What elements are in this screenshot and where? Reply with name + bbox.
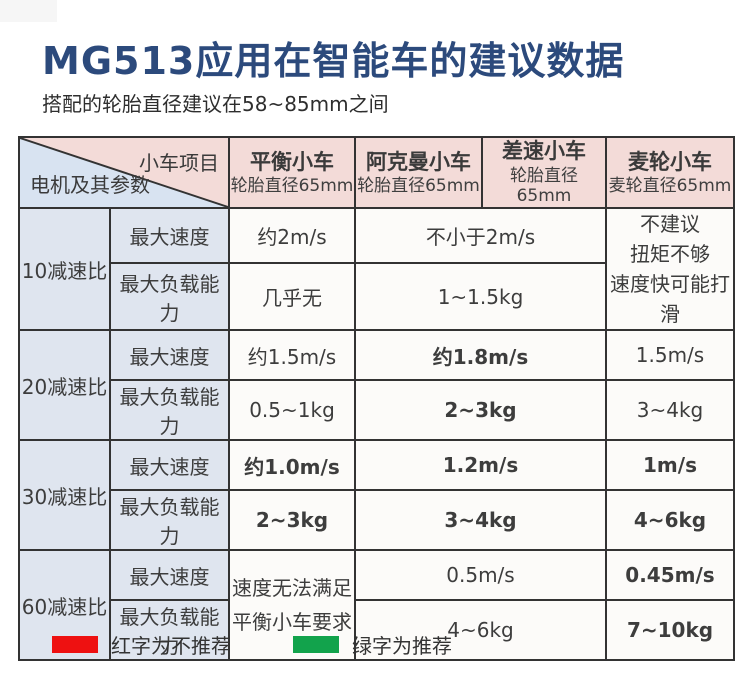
cell-20-speed-balance: 约1.5m/s xyxy=(228,329,356,381)
legend-label: 红字为不推荐 xyxy=(111,634,231,658)
header-row: 小车项目 电机及其参数 平衡小车 轮胎直径65mm 阿克曼小车 轮胎直径65mm… xyxy=(18,136,735,209)
column-name: 阿克曼小车 xyxy=(366,149,471,174)
row-60-speed: 60减速比 最大速度 速度无法满足 平衡小车要求 0.5m/s 0.45m/s xyxy=(18,549,735,661)
cell-30-load-ackermann-differential: 3~4kg xyxy=(354,489,607,551)
cell-30-speed-balance: 约1.0m/s xyxy=(228,439,356,491)
cell-20-speed-mecanum: 1.5m/s xyxy=(605,329,735,381)
row-10-load: 最大负载能力 几乎无 1~1.5kg xyxy=(19,262,734,331)
corner-artifact xyxy=(0,0,57,22)
note-line: 不建议 xyxy=(640,212,700,236)
param-label-speed: 最大速度 xyxy=(109,329,230,381)
legend-item-green: 绿字为推荐 xyxy=(293,630,452,659)
cell-20-load-ackermann-differential: 2~3kg xyxy=(354,379,607,441)
note-line: 平衡小车要求 xyxy=(232,610,352,634)
param-label-speed: 最大速度 xyxy=(109,549,230,601)
column-header-differential-car: 差速小车 轮胎直径65mm xyxy=(481,136,607,209)
column-header-balance-car: 平衡小车 轮胎直径65mm xyxy=(228,136,356,209)
cell-30-load-mecanum: 4~6kg xyxy=(605,489,735,551)
red-swatch-icon xyxy=(52,636,98,653)
cell-20-load-mecanum: 3~4kg xyxy=(605,379,735,441)
param-label-load: 最大负载能力 xyxy=(109,599,230,661)
column-header-ackermann-car: 阿克曼小车 轮胎直径65mm xyxy=(354,136,483,209)
param-label-load: 最大负载能力 xyxy=(109,489,230,551)
group-label-10: 10减速比 xyxy=(18,207,111,331)
note-line: 速度无法满足 xyxy=(232,576,352,600)
param-label-speed: 最大速度 xyxy=(109,439,230,491)
cell-60-speed-mecanum: 0.45m/s xyxy=(605,549,735,601)
param-label-speed: 最大速度 xyxy=(109,206,230,265)
column-name: 麦轮小车 xyxy=(628,149,712,174)
group-label-30: 30减速比 xyxy=(18,439,111,551)
cell-10-speed-balance: 约2m/s xyxy=(228,206,356,265)
legend-item-red: 红字为不推荐 xyxy=(52,630,231,659)
param-label-load: 最大负载能力 xyxy=(109,379,230,441)
cell-60-load-mecanum: 7~10kg xyxy=(605,599,735,661)
diagonal-split-graphic xyxy=(21,139,227,206)
row-30-speed: 30减速比 最大速度 约1.0m/s 1.2m/s 1m/s xyxy=(18,439,735,551)
legend: 红字为不推荐 绿字为推荐 xyxy=(52,630,452,659)
column-subtitle: 麦轮直径65mm xyxy=(608,175,732,196)
group-label-20: 20减速比 xyxy=(18,329,111,441)
note-line: 速度快可能打滑 xyxy=(610,272,730,326)
row-30-load: 最大负载能力 2~3kg 3~4kg 4~6kg xyxy=(19,489,735,551)
cell-10-load-ackermann-differential: 1~1.5kg xyxy=(354,262,607,331)
cell-10-speed-ackermann-differential: 不小于2m/s xyxy=(354,206,607,265)
cell-60-speed-ackermann-differential: 0.5m/s xyxy=(354,549,607,601)
column-header-mecanum-car: 麦轮小车 麦轮直径65mm xyxy=(605,136,735,209)
cell-60-load-ackermann-differential: 4~6kg xyxy=(354,599,607,661)
cell-20-speed-ackermann-differential: 约1.8m/s xyxy=(354,329,607,381)
row-10-speed: 10减速比 最大速度 约2m/s 不小于2m/s 不建议 扭矩不够 速度快可能打… xyxy=(18,206,735,331)
column-name: 平衡小车 xyxy=(250,149,334,174)
row-60-load: 最大负载能力 4~6kg 7~10kg xyxy=(19,599,735,661)
cell-30-speed-mecanum: 1m/s xyxy=(605,439,735,491)
spec-table: 小车项目 电机及其参数 平衡小车 轮胎直径65mm 阿克曼小车 轮胎直径65mm… xyxy=(18,136,735,661)
page-title: MG513应用在智能车的建议数据 xyxy=(42,39,625,83)
column-subtitle: 轮胎直径65mm xyxy=(510,165,578,207)
cell-20-load-balance: 0.5~1kg xyxy=(228,379,356,441)
column-subtitle: 轮胎直径65mm xyxy=(357,175,480,196)
param-label-load: 最大负载能力 xyxy=(109,262,230,331)
row-20-speed: 20减速比 最大速度 约1.5m/s 约1.8m/s 1.5m/s xyxy=(18,329,735,441)
corner-cell: 小车项目 电机及其参数 xyxy=(18,136,230,209)
note-line: 扭矩不够 xyxy=(630,242,710,266)
legend-label: 绿字为推荐 xyxy=(352,634,452,658)
corner-label-motor-params: 电机及其参数 xyxy=(30,173,150,197)
cell-30-load-balance: 2~3kg xyxy=(228,489,356,551)
column-name: 差速小车 xyxy=(502,139,586,164)
cell-10-mecanum-note: 不建议 扭矩不够 速度快可能打滑 xyxy=(605,207,735,331)
corner-label-projects: 小车项目 xyxy=(139,151,219,175)
cell-10-load-balance: 几乎无 xyxy=(228,262,356,331)
column-subtitle: 轮胎直径65mm xyxy=(230,175,354,196)
green-swatch-icon xyxy=(293,636,339,653)
page-subtitle: 搭配的轮胎直径建议在58~85mm之间 xyxy=(42,92,389,116)
cell-30-speed-ackermann-differential: 1.2m/s xyxy=(354,439,607,491)
row-20-load: 最大负载能力 0.5~1kg 2~3kg 3~4kg xyxy=(19,379,735,441)
